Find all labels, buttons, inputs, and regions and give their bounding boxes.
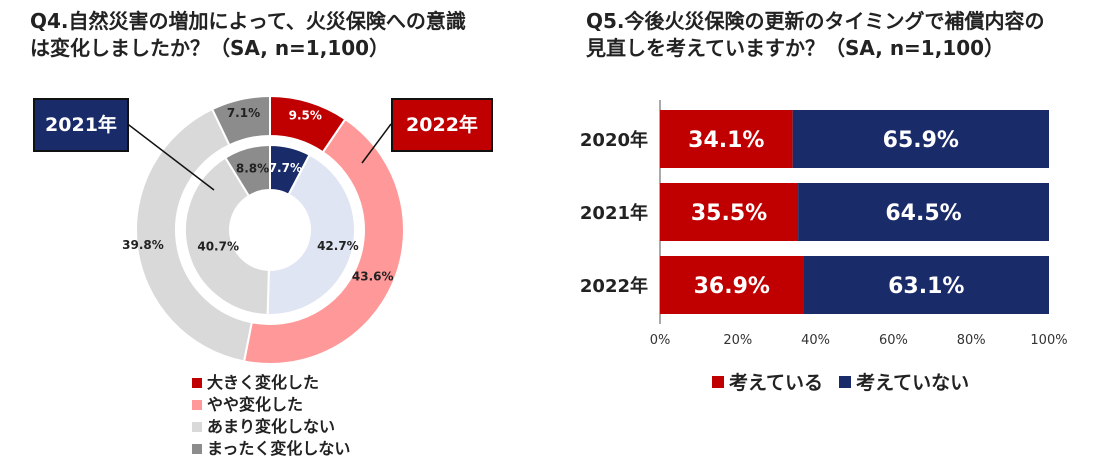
legend-item-no-change: まったく変化しない <box>192 438 350 460</box>
leader-line-2021 <box>124 121 215 191</box>
legend-label: あまり変化しない <box>207 417 336 436</box>
donut-outer-label-3: 7.1% <box>227 106 260 120</box>
legend-swatch <box>192 422 202 432</box>
legend-swatch <box>192 444 202 454</box>
legend-label: やや変化した <box>207 395 304 414</box>
legend-item-not-considering: 考えていない <box>839 368 969 395</box>
legend-swatch <box>839 375 852 388</box>
donut-outer-slice-2 <box>135 107 253 363</box>
donut-inner-label-3: 8.8% <box>236 161 269 175</box>
q5-title-line1: Q5.今後火災保険の更新のタイミングで補償内容の <box>586 9 1045 33</box>
legend-swatch <box>192 378 202 388</box>
legend-label: まったく変化しない <box>207 439 351 458</box>
donut-outer-label-2: 39.8% <box>122 238 164 252</box>
q4-title-line2: は変化しましたか？（SA, n=1,100） <box>30 36 390 60</box>
year-tag-2022: 2022年 <box>391 98 493 152</box>
donut-outer-label-1: 43.6% <box>352 269 394 283</box>
donut-inner-label-2: 40.7% <box>197 240 239 254</box>
q5-title: Q5.今後火災保険の更新のタイミングで補償内容の 見直しを考えていますか？（SA… <box>586 8 1045 62</box>
legend-item-considering: 考えている <box>712 368 823 395</box>
q4-title: Q4.自然災害の増加によって、火災保険への意識 は変化しましたか？（SA, n=… <box>30 8 466 62</box>
year-tag-2021: 2021年 <box>33 98 129 152</box>
donut-outer-slice-1 <box>242 117 405 365</box>
q4-title-line1: Q4.自然災害の増加によって、火災保険への意識 <box>30 9 466 33</box>
leader-line-2022 <box>361 123 392 164</box>
legend-label: 大きく変化した <box>207 373 320 392</box>
q5-title-line2: 見直しを考えていますか？（SA, n=1,100） <box>586 36 1005 60</box>
donut-inner-slice-1 <box>266 153 356 316</box>
legend-item-little-change: あまり変化しない <box>192 416 350 438</box>
donut-inner-slice-3 <box>223 143 271 198</box>
bar-legend: 考えている 考えていない <box>712 368 985 395</box>
donut-outer-slice-3 <box>210 94 271 147</box>
donut-outer-label-0: 9.5% <box>289 108 322 122</box>
donut-inner-label-1: 42.7% <box>317 239 359 253</box>
legend-swatch <box>192 400 202 410</box>
donut-legend: 大きく変化した やや変化した あまり変化しない まったく変化しない <box>192 372 350 460</box>
legend-label: 考えていない <box>856 372 970 394</box>
legend-label: 考えている <box>729 372 824 394</box>
donut-inner-slice-2 <box>184 156 270 316</box>
legend-swatch <box>712 375 724 388</box>
donut-inner-label-0: 7.7% <box>269 161 302 175</box>
legend-item-large-change: 大きく変化した <box>192 372 350 394</box>
legend-item-some-change: やや変化した <box>192 394 350 416</box>
